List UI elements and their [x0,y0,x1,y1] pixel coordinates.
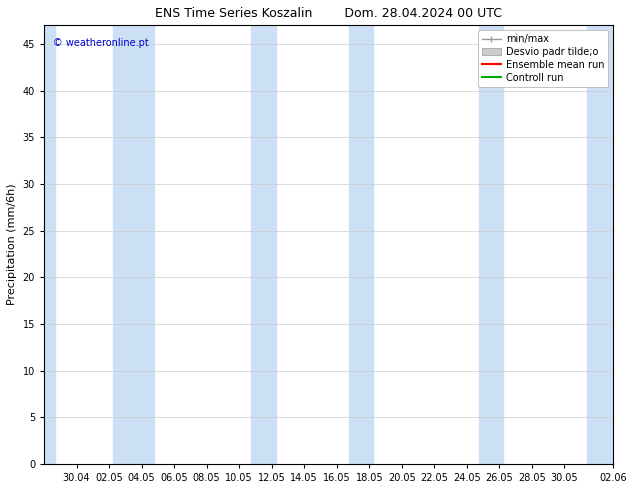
Y-axis label: Precipitation (mm/6h): Precipitation (mm/6h) [7,184,17,305]
Bar [479,25,503,464]
Bar [252,25,276,464]
Bar [349,25,373,464]
Bar [34,25,55,464]
Bar [587,25,613,464]
Text: © weatheronline.pt: © weatheronline.pt [53,38,148,49]
Title: ENS Time Series Koszalin        Dom. 28.04.2024 00 UTC: ENS Time Series Koszalin Dom. 28.04.2024… [155,7,502,20]
Legend: min/max, Desvio padr tilde;o, Ensemble mean run, Controll run: min/max, Desvio padr tilde;o, Ensemble m… [478,30,609,87]
Bar [113,25,154,464]
